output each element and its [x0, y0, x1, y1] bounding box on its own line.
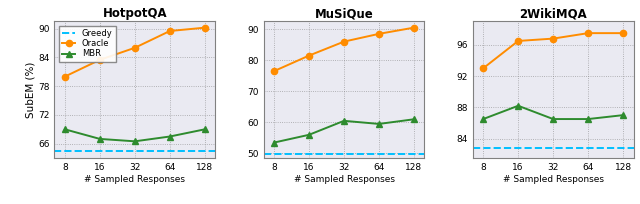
MBR	[515, 104, 522, 107]
Title: 2WikiMQA: 2WikiMQA	[519, 7, 587, 20]
Line: MBR: MBR	[480, 103, 626, 122]
MBR	[549, 118, 557, 120]
Y-axis label: SubEM (%): SubEM (%)	[25, 62, 35, 118]
MBR	[340, 120, 348, 122]
Oracle	[131, 47, 139, 49]
X-axis label: # Sampled Responses: # Sampled Responses	[84, 175, 186, 184]
Line: MBR: MBR	[62, 126, 208, 144]
Line: Oracle: Oracle	[271, 24, 417, 74]
Greedy	[96, 150, 104, 152]
X-axis label: # Sampled Responses: # Sampled Responses	[294, 175, 394, 184]
Oracle	[305, 54, 313, 57]
MBR	[270, 141, 278, 144]
Oracle	[620, 32, 627, 34]
MBR	[410, 118, 418, 121]
Title: HotpotQA: HotpotQA	[102, 7, 167, 20]
Oracle	[96, 59, 104, 61]
Oracle	[479, 67, 487, 70]
Line: Oracle: Oracle	[480, 30, 626, 71]
MBR	[305, 134, 313, 136]
MBR	[131, 140, 139, 143]
Greedy	[515, 147, 522, 149]
X-axis label: # Sampled Responses: # Sampled Responses	[502, 175, 604, 184]
MBR	[584, 118, 592, 120]
Legend: Greedy, Oracle, MBR: Greedy, Oracle, MBR	[59, 26, 116, 62]
Greedy	[270, 153, 278, 155]
Oracle	[340, 40, 348, 43]
Oracle	[166, 30, 173, 32]
Oracle	[375, 33, 383, 35]
Title: MuSiQue: MuSiQue	[315, 7, 373, 20]
Oracle	[410, 26, 418, 29]
MBR	[479, 118, 487, 120]
Greedy	[61, 150, 68, 152]
Oracle	[201, 27, 209, 29]
Oracle	[549, 37, 557, 40]
MBR	[96, 138, 104, 140]
MBR	[620, 114, 627, 116]
Line: MBR: MBR	[271, 116, 417, 146]
MBR	[166, 135, 173, 138]
MBR	[375, 123, 383, 125]
Greedy	[305, 153, 313, 155]
Oracle	[61, 75, 68, 78]
Greedy	[479, 147, 487, 149]
MBR	[61, 128, 68, 131]
Oracle	[270, 70, 278, 72]
MBR	[201, 128, 209, 131]
Oracle	[515, 40, 522, 42]
Oracle	[584, 32, 592, 34]
Line: Oracle: Oracle	[62, 24, 208, 80]
